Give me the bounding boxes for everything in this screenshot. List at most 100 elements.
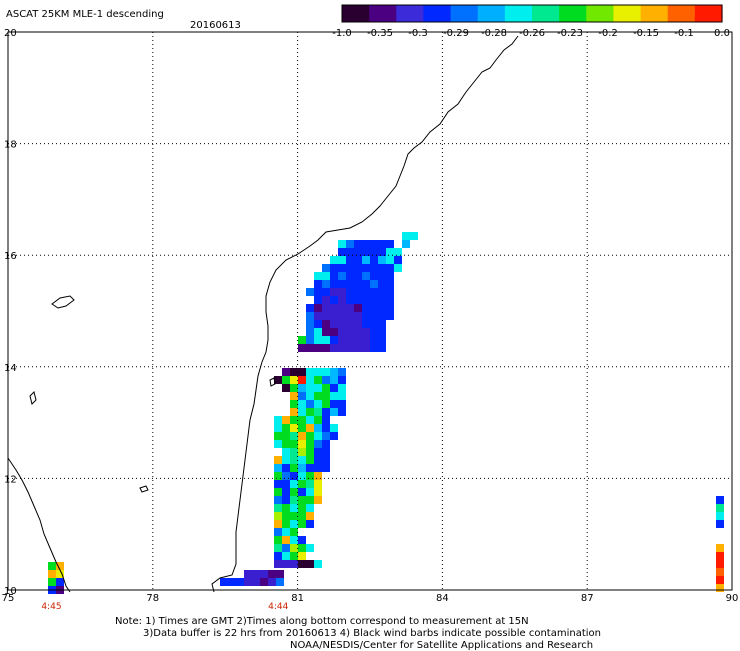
data-cell	[362, 280, 370, 288]
data-cell	[306, 392, 314, 400]
data-cell	[354, 296, 362, 304]
data-cell	[282, 432, 290, 440]
data-cell	[56, 578, 64, 586]
island-3	[139, 485, 149, 493]
data-cell	[330, 264, 338, 272]
data-cell	[282, 536, 290, 544]
data-cell	[306, 416, 314, 424]
data-cell	[330, 384, 338, 392]
data-cell	[298, 472, 306, 480]
data-cell	[346, 272, 354, 280]
data-cell	[298, 488, 306, 496]
data-cell	[274, 424, 282, 432]
colorbar-label: -1.0	[332, 28, 352, 39]
data-cell	[330, 424, 338, 432]
data-cell	[298, 464, 306, 472]
data-cell	[338, 344, 346, 352]
data-cell	[306, 440, 314, 448]
data-cell	[298, 408, 306, 416]
data-cell	[314, 328, 322, 336]
data-cell	[338, 304, 346, 312]
data-cell	[386, 240, 394, 248]
data-cell	[274, 528, 282, 536]
data-cell	[322, 304, 330, 312]
data-cell	[314, 280, 322, 288]
data-cell	[276, 570, 284, 578]
data-cell	[322, 320, 330, 328]
data-cell	[338, 248, 346, 256]
data-cell	[346, 344, 354, 352]
data-cell	[386, 296, 394, 304]
data-cell	[354, 280, 362, 288]
data-cell	[274, 472, 282, 480]
data-cell	[306, 424, 314, 432]
data-cell	[268, 578, 276, 586]
data-cell	[314, 272, 322, 280]
data-cell	[346, 312, 354, 320]
data-cell	[282, 472, 290, 480]
coastline-india	[211, 35, 519, 593]
data-cell	[322, 368, 330, 376]
data-cell	[338, 336, 346, 344]
data-cell	[322, 280, 330, 288]
colorbar-segment	[613, 5, 642, 22]
colorbar-label: -0.28	[481, 28, 507, 39]
footnote-line-2: 3)Data buffer is 22 hrs from 20160613 4)…	[143, 628, 601, 639]
data-cell	[274, 496, 282, 504]
data-cell	[306, 336, 314, 344]
data-cell	[346, 304, 354, 312]
data-cell	[314, 304, 322, 312]
lat-tick-label: 10	[4, 586, 17, 597]
data-cell	[314, 320, 322, 328]
data-cell	[322, 288, 330, 296]
data-cell	[370, 288, 378, 296]
data-cell	[716, 584, 724, 592]
data-cell	[298, 344, 306, 352]
data-cell	[274, 552, 282, 560]
data-cell	[260, 578, 268, 586]
colorbar-segment	[342, 5, 370, 22]
data-cell	[362, 248, 370, 256]
colorbar-label: -0.23	[557, 28, 583, 39]
data-cell	[282, 368, 290, 376]
data-cell	[322, 416, 330, 424]
data-cell	[314, 456, 322, 464]
data-cell	[370, 336, 378, 344]
colorbar-segment	[396, 5, 425, 22]
data-cell	[306, 544, 314, 552]
data-cell	[716, 504, 724, 512]
data-cell	[410, 232, 418, 240]
data-cell	[338, 312, 346, 320]
data-cell	[56, 562, 64, 570]
colorbar-label: 0.0	[714, 28, 730, 39]
data-cell	[322, 464, 330, 472]
data-cell	[716, 520, 724, 528]
data-cell	[330, 432, 338, 440]
data-cell	[306, 312, 314, 320]
data-cell	[282, 440, 290, 448]
data-cell	[220, 578, 228, 586]
data-cell	[346, 328, 354, 336]
data-cell	[274, 456, 282, 464]
colorbar-segment	[586, 5, 615, 22]
data-cell	[282, 560, 290, 568]
data-cell	[362, 320, 370, 328]
data-cell	[330, 272, 338, 280]
footnote-credit: NOAA/NESDIS/Center for Satellite Applica…	[290, 640, 594, 651]
data-cell	[322, 384, 330, 392]
data-cell	[378, 336, 386, 344]
data-cell	[290, 472, 298, 480]
data-cell	[298, 384, 306, 392]
data-cell	[354, 248, 362, 256]
data-cell	[354, 312, 362, 320]
map-title: ASCAT 25KM MLE-1 descending	[6, 9, 164, 20]
data-cell	[298, 496, 306, 504]
data-cell	[282, 448, 290, 456]
data-cell	[290, 528, 298, 536]
data-cell	[314, 384, 322, 392]
data-cell	[362, 240, 370, 248]
data-cell	[394, 264, 402, 272]
data-cell	[306, 400, 314, 408]
colorbar-segment	[504, 5, 533, 22]
data-cell	[260, 570, 268, 578]
